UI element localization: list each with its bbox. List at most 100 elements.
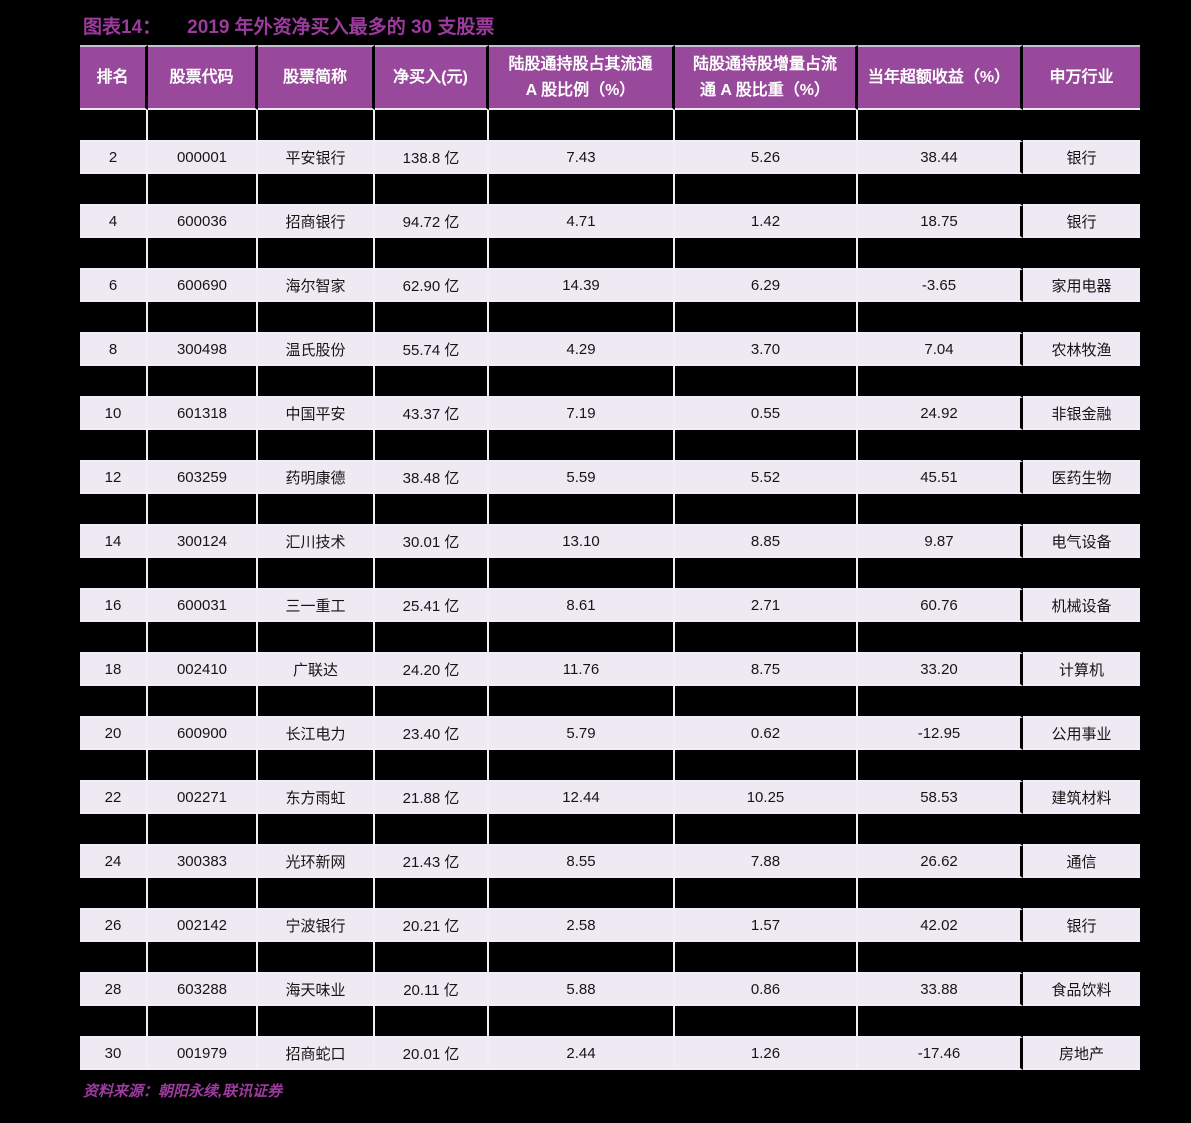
- industry-cell: 医药生物: [1023, 462, 1140, 494]
- rank-cell: [80, 174, 148, 206]
- holding-increment-cell: [675, 686, 858, 718]
- stock-row: 14 300124 汇川技术 30.01 亿 13.10 8.85 9.87 电气设备: [80, 526, 1140, 558]
- rank-cell: [80, 302, 148, 334]
- industry-cell: [1023, 814, 1140, 846]
- excess-return-cell: -12.95: [858, 718, 1023, 750]
- excess-return-cell: 9.87: [858, 526, 1023, 558]
- industry-cell: [1023, 494, 1140, 526]
- excess-return-cell: 26.62: [858, 846, 1023, 878]
- stock-code-cell: [148, 750, 258, 782]
- net-buy-cell: 21.88 亿: [375, 782, 489, 814]
- net-buy-cell: [375, 622, 489, 654]
- excess-return-cell: [858, 174, 1023, 206]
- excess-return-cell: -3.65: [858, 270, 1023, 302]
- stock-name-cell: 三一重工: [258, 590, 375, 622]
- stock-code-cell: [148, 1006, 258, 1038]
- net-buy-cell: 30.01 亿: [375, 526, 489, 558]
- stock-name-cell: [258, 686, 375, 718]
- holding-ratio-cell: 13.10: [489, 526, 675, 558]
- rank-cell: 12: [80, 462, 148, 494]
- rank-cell: 24: [80, 846, 148, 878]
- column-header: 当年超额收益（%）: [858, 45, 1023, 110]
- excess-return-cell: 60.76: [858, 590, 1023, 622]
- stock-code-cell: [148, 366, 258, 398]
- industry-cell: 银行: [1023, 910, 1140, 942]
- rank-cell: 10: [80, 398, 148, 430]
- holding-ratio-cell: 2.44: [489, 1038, 675, 1070]
- excess-return-cell: [858, 814, 1023, 846]
- excess-return-cell: 38.44: [858, 142, 1023, 174]
- excess-return-cell: [858, 366, 1023, 398]
- net-buy-cell: 20.21 亿: [375, 910, 489, 942]
- column-header: 股票代码: [148, 45, 258, 110]
- holding-ratio-cell: [489, 238, 675, 270]
- stock-name-cell: [258, 430, 375, 462]
- net-buy-cell: [375, 750, 489, 782]
- holding-increment-cell: 1.42: [675, 206, 858, 238]
- excess-return-cell: [858, 686, 1023, 718]
- net-buy-cell: 38.48 亿: [375, 462, 489, 494]
- net-buy-cell: 43.37 亿: [375, 398, 489, 430]
- holding-ratio-cell: 5.59: [489, 462, 675, 494]
- net-buy-cell: [375, 558, 489, 590]
- holding-increment-cell: [675, 622, 858, 654]
- redacted-row: [80, 366, 1140, 398]
- holding-ratio-cell: [489, 494, 675, 526]
- industry-cell: [1023, 174, 1140, 206]
- stock-code-cell: 300498: [148, 334, 258, 366]
- industry-cell: [1023, 750, 1140, 782]
- table-body: 2 000001 平安银行 138.8 亿 7.43 5.26 38.44 银行 4 600036…: [80, 110, 1140, 1070]
- excess-return-cell: 7.04: [858, 334, 1023, 366]
- stock-code-cell: [148, 686, 258, 718]
- stock-code-cell: [148, 814, 258, 846]
- excess-return-cell: [858, 878, 1023, 910]
- holding-increment-cell: [675, 814, 858, 846]
- stock-name-cell: 东方雨虹: [258, 782, 375, 814]
- holding-ratio-cell: [489, 366, 675, 398]
- holding-increment-cell: 1.57: [675, 910, 858, 942]
- excess-return-cell: 58.53: [858, 782, 1023, 814]
- industry-cell: [1023, 238, 1140, 270]
- holding-increment-cell: 3.70: [675, 334, 858, 366]
- stock-name-cell: 招商银行: [258, 206, 375, 238]
- column-header: 陆股通持股增量占流 通 A 股比重（%）: [675, 45, 858, 110]
- holding-ratio-cell: [489, 558, 675, 590]
- stock-row: 8 300498 温氏股份 55.74 亿 4.29 3.70 7.04 农林牧渔: [80, 334, 1140, 366]
- stock-name-cell: 汇川技术: [258, 526, 375, 558]
- stock-code-cell: 000001: [148, 142, 258, 174]
- rank-cell: 2: [80, 142, 148, 174]
- net-buy-cell: [375, 686, 489, 718]
- rank-cell: 6: [80, 270, 148, 302]
- excess-return-cell: [858, 750, 1023, 782]
- excess-return-cell: [858, 1006, 1023, 1038]
- industry-cell: [1023, 558, 1140, 590]
- stock-name-cell: [258, 302, 375, 334]
- redacted-row: [80, 686, 1140, 718]
- redacted-row: [80, 878, 1140, 910]
- holding-ratio-cell: [489, 110, 675, 142]
- industry-cell: 银行: [1023, 206, 1140, 238]
- redacted-row: [80, 622, 1140, 654]
- excess-return-cell: [858, 110, 1023, 142]
- holding-ratio-cell: [489, 302, 675, 334]
- stock-name-cell: 广联达: [258, 654, 375, 686]
- industry-cell: 通信: [1023, 846, 1140, 878]
- holding-increment-cell: 10.25: [675, 782, 858, 814]
- rank-cell: 30: [80, 1038, 148, 1070]
- net-buy-cell: [375, 238, 489, 270]
- net-buy-cell: 20.11 亿: [375, 974, 489, 1006]
- industry-cell: [1023, 430, 1140, 462]
- stock-code-cell: 600900: [148, 718, 258, 750]
- industry-cell: [1023, 878, 1140, 910]
- stock-row: 4 600036 招商银行 94.72 亿 4.71 1.42 18.75 银行: [80, 206, 1140, 238]
- stock-row: 18 002410 广联达 24.20 亿 11.76 8.75 33.20 计算机: [80, 654, 1140, 686]
- net-buy-cell: 94.72 亿: [375, 206, 489, 238]
- holding-increment-cell: [675, 942, 858, 974]
- stock-name-cell: [258, 750, 375, 782]
- industry-cell: 建筑材料: [1023, 782, 1140, 814]
- stock-name-cell: [258, 366, 375, 398]
- net-buy-cell: 20.01 亿: [375, 1038, 489, 1070]
- table-title: 图表14： 2019 年外资净买入最多的 30 支股票: [83, 12, 494, 39]
- holding-increment-cell: [675, 302, 858, 334]
- stock-code-cell: [148, 558, 258, 590]
